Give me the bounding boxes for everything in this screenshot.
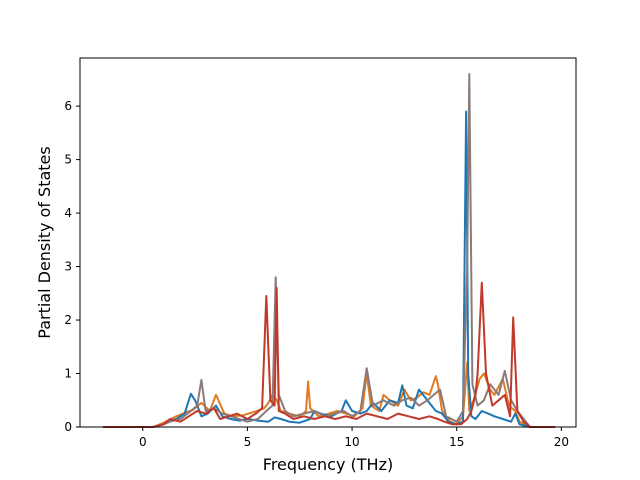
y-tick-label: 1 xyxy=(64,367,72,381)
y-axis-ticks: 0 1 2 3 4 5 6 xyxy=(64,99,80,434)
y-tick-label: 0 xyxy=(64,420,72,434)
x-tick-label: 0 xyxy=(139,435,147,449)
y-tick-label: 3 xyxy=(64,260,72,274)
y-tick-label: 6 xyxy=(64,99,72,113)
y-tick-label: 4 xyxy=(64,206,72,220)
pdos-series-3 xyxy=(103,73,556,428)
x-axis-ticks: 0 5 10 15 20 xyxy=(139,427,569,449)
axes-frame xyxy=(79,57,577,428)
x-axis-label: Frequency (THz) xyxy=(263,455,393,474)
y-axis-label: Partial Density of States xyxy=(35,146,54,338)
x-tick-label: 15 xyxy=(449,435,464,449)
y-tick-label: 2 xyxy=(64,313,72,327)
x-tick-label: 20 xyxy=(554,435,569,449)
y-tick-label: 5 xyxy=(64,153,72,167)
x-tick-label: 10 xyxy=(344,435,359,449)
x-tick-label: 5 xyxy=(244,435,252,449)
pdos-series-4 xyxy=(103,281,556,428)
plot-area xyxy=(103,73,556,428)
